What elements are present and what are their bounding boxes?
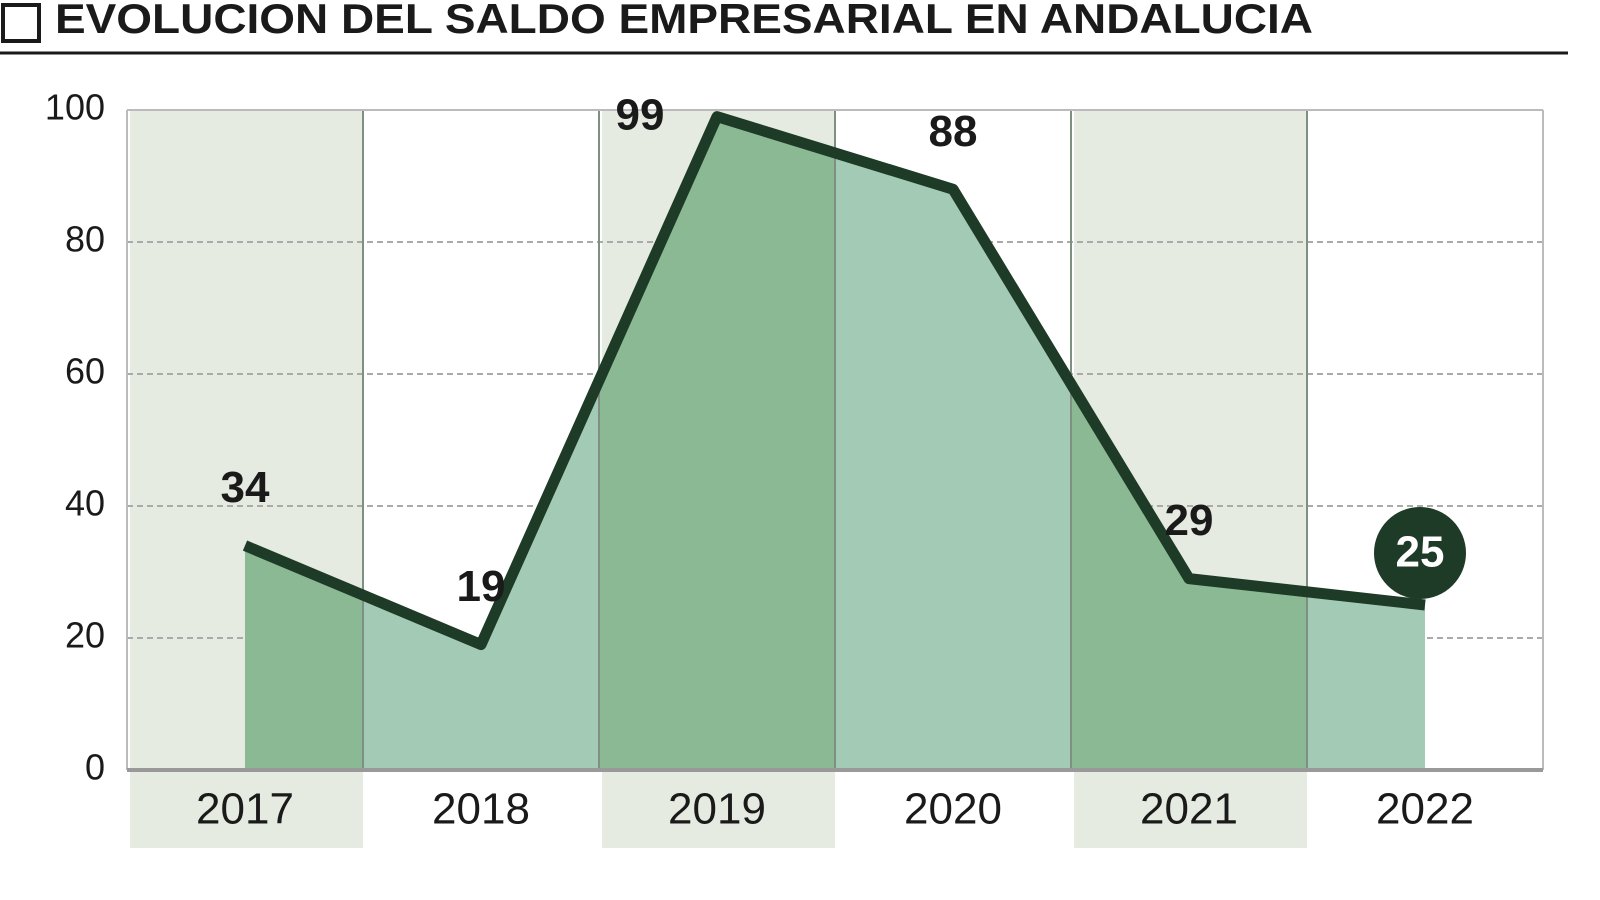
title-icon: [1, 3, 41, 43]
x-tick-label: 2017: [196, 785, 294, 834]
area-shaded: [599, 116, 835, 770]
y-tick-label: 20: [65, 615, 105, 656]
line: [242, 111, 1426, 651]
y-tick-label: 100: [45, 87, 105, 128]
x-tick-label: 2020: [904, 785, 1002, 834]
value-label: 25: [1396, 528, 1445, 577]
y-tick-label: 80: [65, 219, 105, 260]
x-tick-label: 2021: [1140, 785, 1238, 834]
value-label: 99: [616, 91, 665, 140]
highlight-circle: [1374, 507, 1466, 599]
area-shaded: [245, 545, 363, 770]
x-tick-label: 2019: [668, 785, 766, 834]
y-tick-label: 60: [65, 351, 105, 392]
value-label: 19: [457, 562, 506, 611]
x-tick-label: 2018: [432, 785, 530, 834]
x-tick-label: 2022: [1376, 785, 1474, 834]
value-label: 34: [221, 463, 270, 512]
chart-title: EVOLUCION DEL SALDO EMPRESARIAL EN ANDAL…: [55, 0, 1313, 42]
area-shaded: [1071, 383, 1307, 770]
value-label: 29: [1165, 496, 1214, 545]
y-tick-label: 0: [85, 747, 105, 788]
value-label: 88: [929, 107, 978, 156]
y-tick-label: 40: [65, 483, 105, 524]
